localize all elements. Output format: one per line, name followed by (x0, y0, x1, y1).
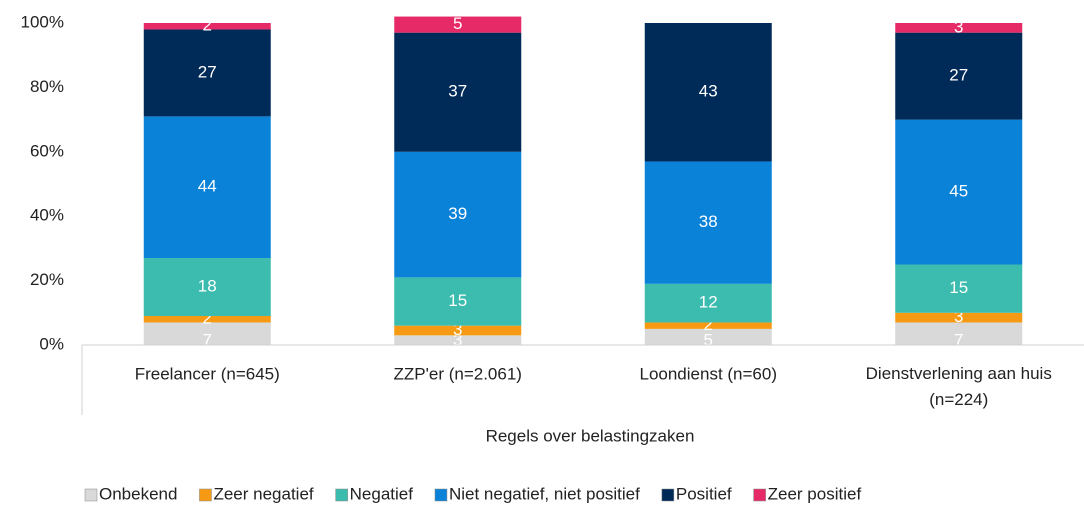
value-label: 3 (453, 320, 462, 339)
x-tick-label: ZZP'er (n=2.061) (394, 364, 522, 383)
x-tick-label: Dienstverlening aan huis (n=224) (866, 364, 1052, 409)
bar-segment (394, 151, 522, 278)
bar-segment (644, 23, 772, 162)
bar-segment (644, 322, 772, 329)
value-label: 27 (949, 66, 968, 85)
value-label: 3 (954, 307, 963, 326)
value-label: 5 (704, 330, 713, 349)
legend-label: Positief (676, 484, 732, 503)
value-label: 37 (448, 82, 467, 101)
value-label: 5 (453, 14, 462, 33)
legend-swatch (434, 488, 448, 502)
bar-segment (143, 23, 271, 30)
value-label: 27 (198, 62, 217, 81)
value-label: 38 (699, 212, 718, 231)
legend-swatch (335, 488, 348, 502)
bar-segment (895, 32, 1023, 120)
legend-label: Zeer positief (768, 484, 862, 503)
x-tick-line: (n=224) (929, 390, 988, 409)
value-label: 43 (699, 82, 718, 101)
legend-swatch (199, 488, 212, 502)
value-label: 45 (949, 182, 968, 201)
bar-segment (143, 29, 271, 117)
y-tick-label: 0% (39, 334, 64, 353)
bar-segment (143, 258, 271, 317)
bar-segment (143, 316, 271, 323)
bar-segment (394, 335, 522, 345)
x-tick-label: Freelancer (n=645) (135, 364, 280, 383)
value-label: 3 (453, 330, 462, 349)
x-tick-label: Loondienst (n=60) (639, 364, 777, 383)
legend-label: Zeer negatief (213, 484, 313, 503)
value-label: 39 (448, 204, 467, 223)
value-label: 15 (949, 278, 968, 297)
bar-segment (895, 23, 1023, 33)
value-label: 44 (198, 177, 217, 196)
legend-label: Niet negatief, niet positief (449, 484, 640, 503)
value-label: 15 (448, 291, 467, 310)
legend-swatch (753, 488, 766, 502)
y-tick-label: 40% (30, 206, 64, 225)
value-label: 2 (203, 16, 212, 35)
legend-label: Onbekend (99, 484, 177, 503)
bar-segment (895, 322, 1023, 345)
value-label: 3 (954, 17, 963, 36)
bar-segment (143, 322, 271, 345)
bar-segment (644, 283, 772, 323)
y-tick-label: 20% (30, 270, 64, 289)
value-label: 7 (954, 330, 963, 349)
legend-label: Negatief (350, 484, 414, 503)
value-label: 2 (704, 315, 713, 334)
x-tick-line: Dienstverlening aan huis (866, 364, 1052, 383)
legend-swatch (661, 488, 675, 502)
y-tick-label: 80% (30, 77, 64, 96)
bar-segment (394, 32, 522, 152)
bar-segment (394, 16, 522, 33)
legend-swatch (84, 488, 98, 502)
value-label: 12 (699, 293, 718, 312)
value-label: 18 (198, 277, 217, 296)
bar-segment (895, 312, 1023, 323)
value-label: 7 (203, 330, 212, 349)
bar-segment (143, 116, 271, 259)
bar-segment (644, 161, 772, 284)
bar-segment (394, 325, 522, 336)
bar-segment (644, 328, 772, 345)
y-tick-label: 100% (21, 12, 64, 31)
y-tick-label: 60% (30, 141, 64, 160)
bar-segment (394, 277, 522, 326)
x-axis-title: Regels over belastingzaken (486, 426, 695, 445)
value-label: 2 (203, 309, 212, 328)
bar-segment (895, 264, 1023, 313)
bar-segment (895, 119, 1023, 265)
